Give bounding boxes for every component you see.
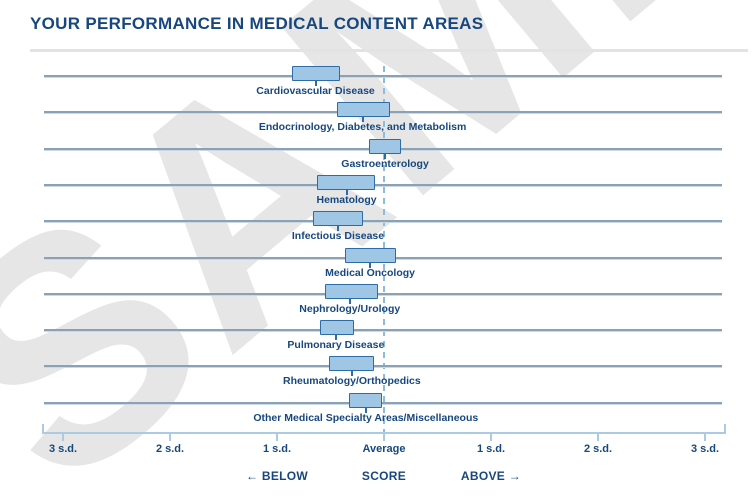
axis-tick-label: 2 s.d.: [583, 443, 613, 455]
score-box: [325, 283, 378, 299]
score-box: [313, 211, 363, 227]
axis-tick: [62, 434, 64, 441]
score-marker: [314, 81, 317, 86]
content-area-label: Gastroenterology: [341, 157, 429, 170]
score-marker: [350, 371, 353, 377]
score-marker: [348, 298, 351, 304]
row-line: [44, 75, 722, 77]
axis-tick: [276, 434, 278, 441]
axis-end-cap: [724, 424, 726, 432]
axis-tick: [704, 434, 706, 441]
score-box: [369, 138, 402, 154]
row-line: [44, 220, 722, 223]
score-box: [316, 174, 376, 190]
above-direction-label: ABOVE →: [461, 469, 521, 483]
score-marker: [364, 407, 367, 413]
content-area-label: Other Medical Specialty Areas/Miscellane…: [253, 411, 479, 424]
content-area-label: Rheumatology/Orthopedics: [283, 375, 421, 388]
content-area-label: Endocrinology, Diabetes, and Metabolism: [258, 121, 467, 134]
content-area-label: Pulmonary Disease: [287, 339, 385, 352]
score-marker: [336, 226, 339, 232]
below-direction-label: ← BELOW: [246, 469, 308, 483]
left-arrow-icon: ←: [245, 469, 259, 483]
content-area-label: Nephrology/Urology: [299, 302, 401, 315]
row-line: [44, 329, 722, 332]
row-line: [44, 365, 722, 368]
axis-tick: [597, 434, 599, 441]
score-marker: [369, 262, 372, 268]
score-marker: [334, 335, 337, 341]
score-box: [319, 320, 355, 336]
score-marker: [345, 189, 348, 195]
below-label-text: BELOW: [261, 469, 309, 483]
score-marker: [384, 153, 387, 159]
axis-tick: [169, 434, 171, 441]
score-box: [291, 66, 341, 81]
right-arrow-icon: →: [508, 469, 522, 483]
score-marker: [361, 117, 364, 123]
score-box: [329, 356, 375, 372]
page-title: YOUR PERFORMANCE IN MEDICAL CONTENT AREA…: [30, 14, 484, 33]
content-area-label: Infectious Disease: [291, 230, 385, 243]
title-rule: [30, 49, 748, 52]
row-line: [44, 292, 722, 295]
content-area-label: Medical Oncology: [325, 266, 416, 279]
axis-tick-label: 1 s.d.: [476, 443, 506, 455]
score-box: [348, 392, 382, 408]
axis-tick-label: 1 s.d.: [262, 443, 292, 455]
axis-tick-label: 3 s.d.: [690, 443, 720, 455]
axis-tick: [383, 434, 385, 441]
axis-tick-label: 2 s.d.: [155, 443, 185, 455]
score-box: [336, 102, 391, 118]
axis-line: [42, 432, 726, 434]
row-line: [44, 401, 722, 404]
content-area-label: Cardiovascular Disease: [256, 85, 375, 97]
score-axis-label: SCORE: [362, 469, 406, 483]
above-label-text: ABOVE: [460, 469, 506, 483]
axis-tick: [490, 434, 492, 441]
row-line: [44, 183, 722, 186]
score-box: [345, 247, 396, 263]
content-area-label: Hematology: [316, 193, 377, 206]
axis-end-cap: [42, 424, 44, 432]
score-label-text: SCORE: [361, 469, 407, 483]
axis-tick-label: Average: [362, 443, 406, 455]
axis-tick-label: 3 s.d.: [48, 443, 78, 455]
